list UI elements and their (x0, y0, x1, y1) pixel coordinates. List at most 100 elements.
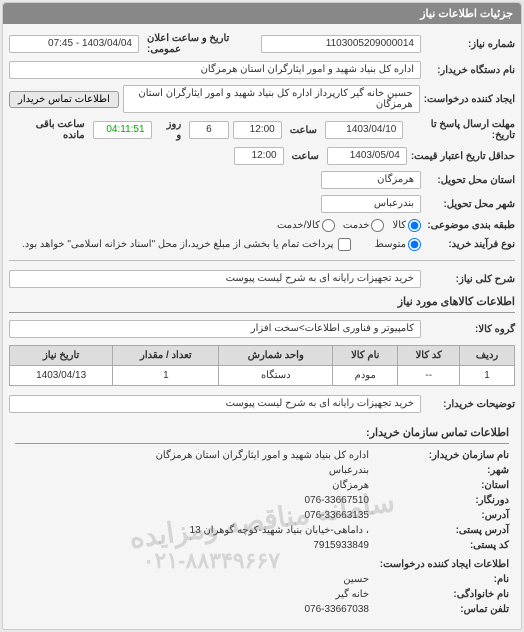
contact-city-label: شهر: (369, 465, 509, 476)
contact-state-label: استان: (369, 480, 509, 491)
row-goods-group: گروه کالا: کامپیوتر و فناوری اطلاعات>سخت… (9, 317, 515, 341)
row-delivery-city: شهر محل تحویل: بندرعباس (9, 192, 515, 216)
row-delivery-state: استان محل تحویل: هرمزگان (9, 168, 515, 192)
details-panel: جزئیات اطلاعات نیاز شماره نیاز: 11030052… (2, 2, 522, 630)
time-label-1: ساعت (286, 125, 321, 136)
contact-family-label: نام خانوادگی: (369, 589, 509, 600)
delivery-state-label: استان محل تحویل: (425, 175, 515, 186)
row-process-type: نوع فرآیند خرید: متوسط پرداخت تمام یا بخ… (9, 235, 515, 254)
contact-address-label: آدرس: (369, 510, 509, 521)
td-row: 1 (460, 366, 515, 386)
contact-postal-addr-label: آدرس پستی: (369, 525, 509, 536)
contact-section: سامانه مناقصه ومزایده ۰۲۱-۸۸۳۴۹۶۶۷ اطلاع… (9, 416, 515, 623)
delivery-state-value: هرمزگان (321, 171, 421, 189)
contact-city-row: شهر: بندرعباس (15, 463, 509, 478)
remaining-label: ساعت باقی مانده (9, 119, 89, 141)
goods-group-value: کامپیوتر و فناوری اطلاعات>سخت افزار (9, 320, 421, 338)
buyer-contact-button[interactable]: اطلاعات تماس خریدار (9, 91, 119, 108)
th-name: نام کالا (333, 346, 398, 366)
row-min-credit: حداقل تاریخ اعتبار قیمت: 1403/05/04 ساعت… (9, 144, 515, 168)
row-creator: ایجاد کننده درخواست: حسین خانه گیر کارپر… (9, 82, 515, 116)
panel-title: جزئیات اطلاعات نیاز (3, 3, 521, 24)
days-label: روز و (156, 119, 186, 141)
td-code: -- (398, 366, 460, 386)
radio-goods-service[interactable]: کالا/خدمت (277, 219, 335, 232)
process-radios: متوسط (375, 238, 421, 251)
need-title-value: خرید تجهیزات رایانه ای به شرح لیست پیوست (9, 270, 421, 288)
contact-postal-addr-value: ، داماهی-خیابان بنیاد شهید-کوچه گوهران 1… (190, 525, 369, 536)
th-date: تاریخ نیاز (10, 346, 113, 366)
row-need-number: شماره نیاز: 1103005209000014 تاریخ و ساع… (9, 30, 515, 58)
contact-address-row: آدرس: 076-33663135 (15, 508, 509, 523)
hours-remaining: 04:11:51 (93, 121, 152, 139)
td-qty: 1 (113, 366, 219, 386)
contact-fax-label: دورنگار: (369, 495, 509, 506)
reply-deadline-label: مهلت ارسال پاسخ تا تاریخ: (407, 119, 515, 141)
contact-family-row: نام خانوادگی: خانه گیر (15, 587, 509, 602)
th-row: ردیف (460, 346, 515, 366)
row-need-title: شرح کلی نیاز: خرید تجهیزات رایانه ای به … (9, 267, 515, 291)
delivery-city-label: شهر محل تحویل: (425, 199, 515, 210)
settlement-checkbox[interactable] (338, 238, 351, 251)
need-number-label: شماره نیاز: (425, 39, 515, 50)
creator-value: حسین خانه گیر کارپرداز اداره کل بنیاد شه… (123, 85, 420, 113)
contact-org-value: اداره کل بنیاد شهید و امور ایثارگران است… (156, 450, 369, 461)
goods-group-label: گروه کالا: (425, 324, 515, 335)
settlement-checkbox-row: پرداخت تمام یا بخشی از مبلغ خرید،از محل … (22, 238, 351, 251)
radio-medium-input[interactable] (408, 238, 421, 251)
creator-label: ایجاد کننده درخواست: (424, 94, 515, 105)
buyer-notes-label: توضیحات خریدار: (425, 399, 515, 410)
td-name: مودم (333, 366, 398, 386)
radio-goods[interactable]: کالا (392, 219, 421, 232)
row-buyer-notes: توضیحات خریدار: خرید تجهیزات رایانه ای ب… (9, 392, 515, 416)
buyer-org-value: اداره کل بنیاد شهید و امور ایثارگران است… (9, 61, 421, 79)
contact-org-label: نام سازمان خریدار: (369, 450, 509, 461)
contact-postal-addr-row: آدرس پستی: ، داماهی-خیابان بنیاد شهید-کو… (15, 523, 509, 538)
contact-family-value: خانه گیر (336, 589, 369, 600)
reply-deadline-time: 12:00 (233, 121, 282, 139)
row-reply-deadline: مهلت ارسال پاسخ تا تاریخ: 1403/04/10 ساع… (9, 116, 515, 144)
classification-label: طبقه بندی موضوعی: (425, 220, 515, 231)
radio-service[interactable]: خدمت (343, 219, 385, 232)
settlement-note: پرداخت تمام یا بخشی از مبلغ خرید،از محل … (22, 239, 334, 250)
radio-goods-service-input[interactable] (322, 219, 335, 232)
contact-org-row: نام سازمان خریدار: اداره کل بنیاد شهید و… (15, 448, 509, 463)
announce-date-label: تاریخ و ساعت اعلان عمومی: (143, 33, 257, 55)
radio-service-input[interactable] (371, 219, 384, 232)
contact-postal-code-row: کد پستی: 7915933849 (15, 538, 509, 553)
contact-state-value: هرمزگان (332, 480, 369, 491)
delivery-city-value: بندرعباس (321, 195, 421, 213)
min-credit-label: حداقل تاریخ اعتبار قیمت: (411, 151, 515, 162)
time-label-2: ساعت (288, 151, 323, 162)
goods-section-title: اطلاعات کالاهای مورد نیاز (9, 291, 515, 313)
contact-city-value: بندرعباس (329, 465, 369, 476)
need-number-value: 1103005209000014 (261, 35, 421, 53)
th-qty: تعداد / مقدار (113, 346, 219, 366)
contact-phone-row: تلفن تماس: 076-33667038 (15, 602, 509, 617)
contact-postal-code-value: 7915933849 (313, 540, 369, 551)
panel-body: شماره نیاز: 1103005209000014 تاریخ و ساع… (3, 24, 521, 629)
contact-title: اطلاعات تماس سازمان خریدار: (15, 422, 509, 444)
days-remaining: 6 (189, 121, 228, 139)
contact-phone-value: 076-33667038 (304, 604, 369, 615)
goods-table: ردیف کد کالا نام کالا واحد شمارش تعداد /… (9, 345, 515, 386)
td-date: 1403/04/13 (10, 366, 113, 386)
td-unit: دستگاه (219, 366, 333, 386)
buyer-org-label: نام دستگاه خریدار: (425, 65, 515, 76)
reply-deadline-date: 1403/04/10 (325, 121, 403, 139)
contact-postal-code-label: کد پستی: (369, 540, 509, 551)
th-code: کد کالا (398, 346, 460, 366)
radio-goods-input[interactable] (408, 219, 421, 232)
buyer-notes-value: خرید تجهیزات رایانه ای به شرح لیست پیوست (9, 395, 421, 413)
process-type-label: نوع فرآیند خرید: (425, 239, 515, 250)
row-classification: طبقه بندی موضوعی: کالا خدمت کالا/خدمت (9, 216, 515, 235)
contact-name-row: نام: حسین (15, 572, 509, 587)
row-buyer-org: نام دستگاه خریدار: اداره کل بنیاد شهید و… (9, 58, 515, 82)
radio-medium[interactable]: متوسط (375, 238, 421, 251)
contact-fax-value: 076-33667510 (304, 495, 369, 506)
table-header-row: ردیف کد کالا نام کالا واحد شمارش تعداد /… (10, 346, 515, 366)
contact-phone-label: تلفن تماس: (369, 604, 509, 615)
min-credit-time: 12:00 (234, 147, 284, 165)
classification-radios: کالا خدمت کالا/خدمت (277, 219, 421, 232)
contact-fax-row: دورنگار: 076-33667510 (15, 493, 509, 508)
